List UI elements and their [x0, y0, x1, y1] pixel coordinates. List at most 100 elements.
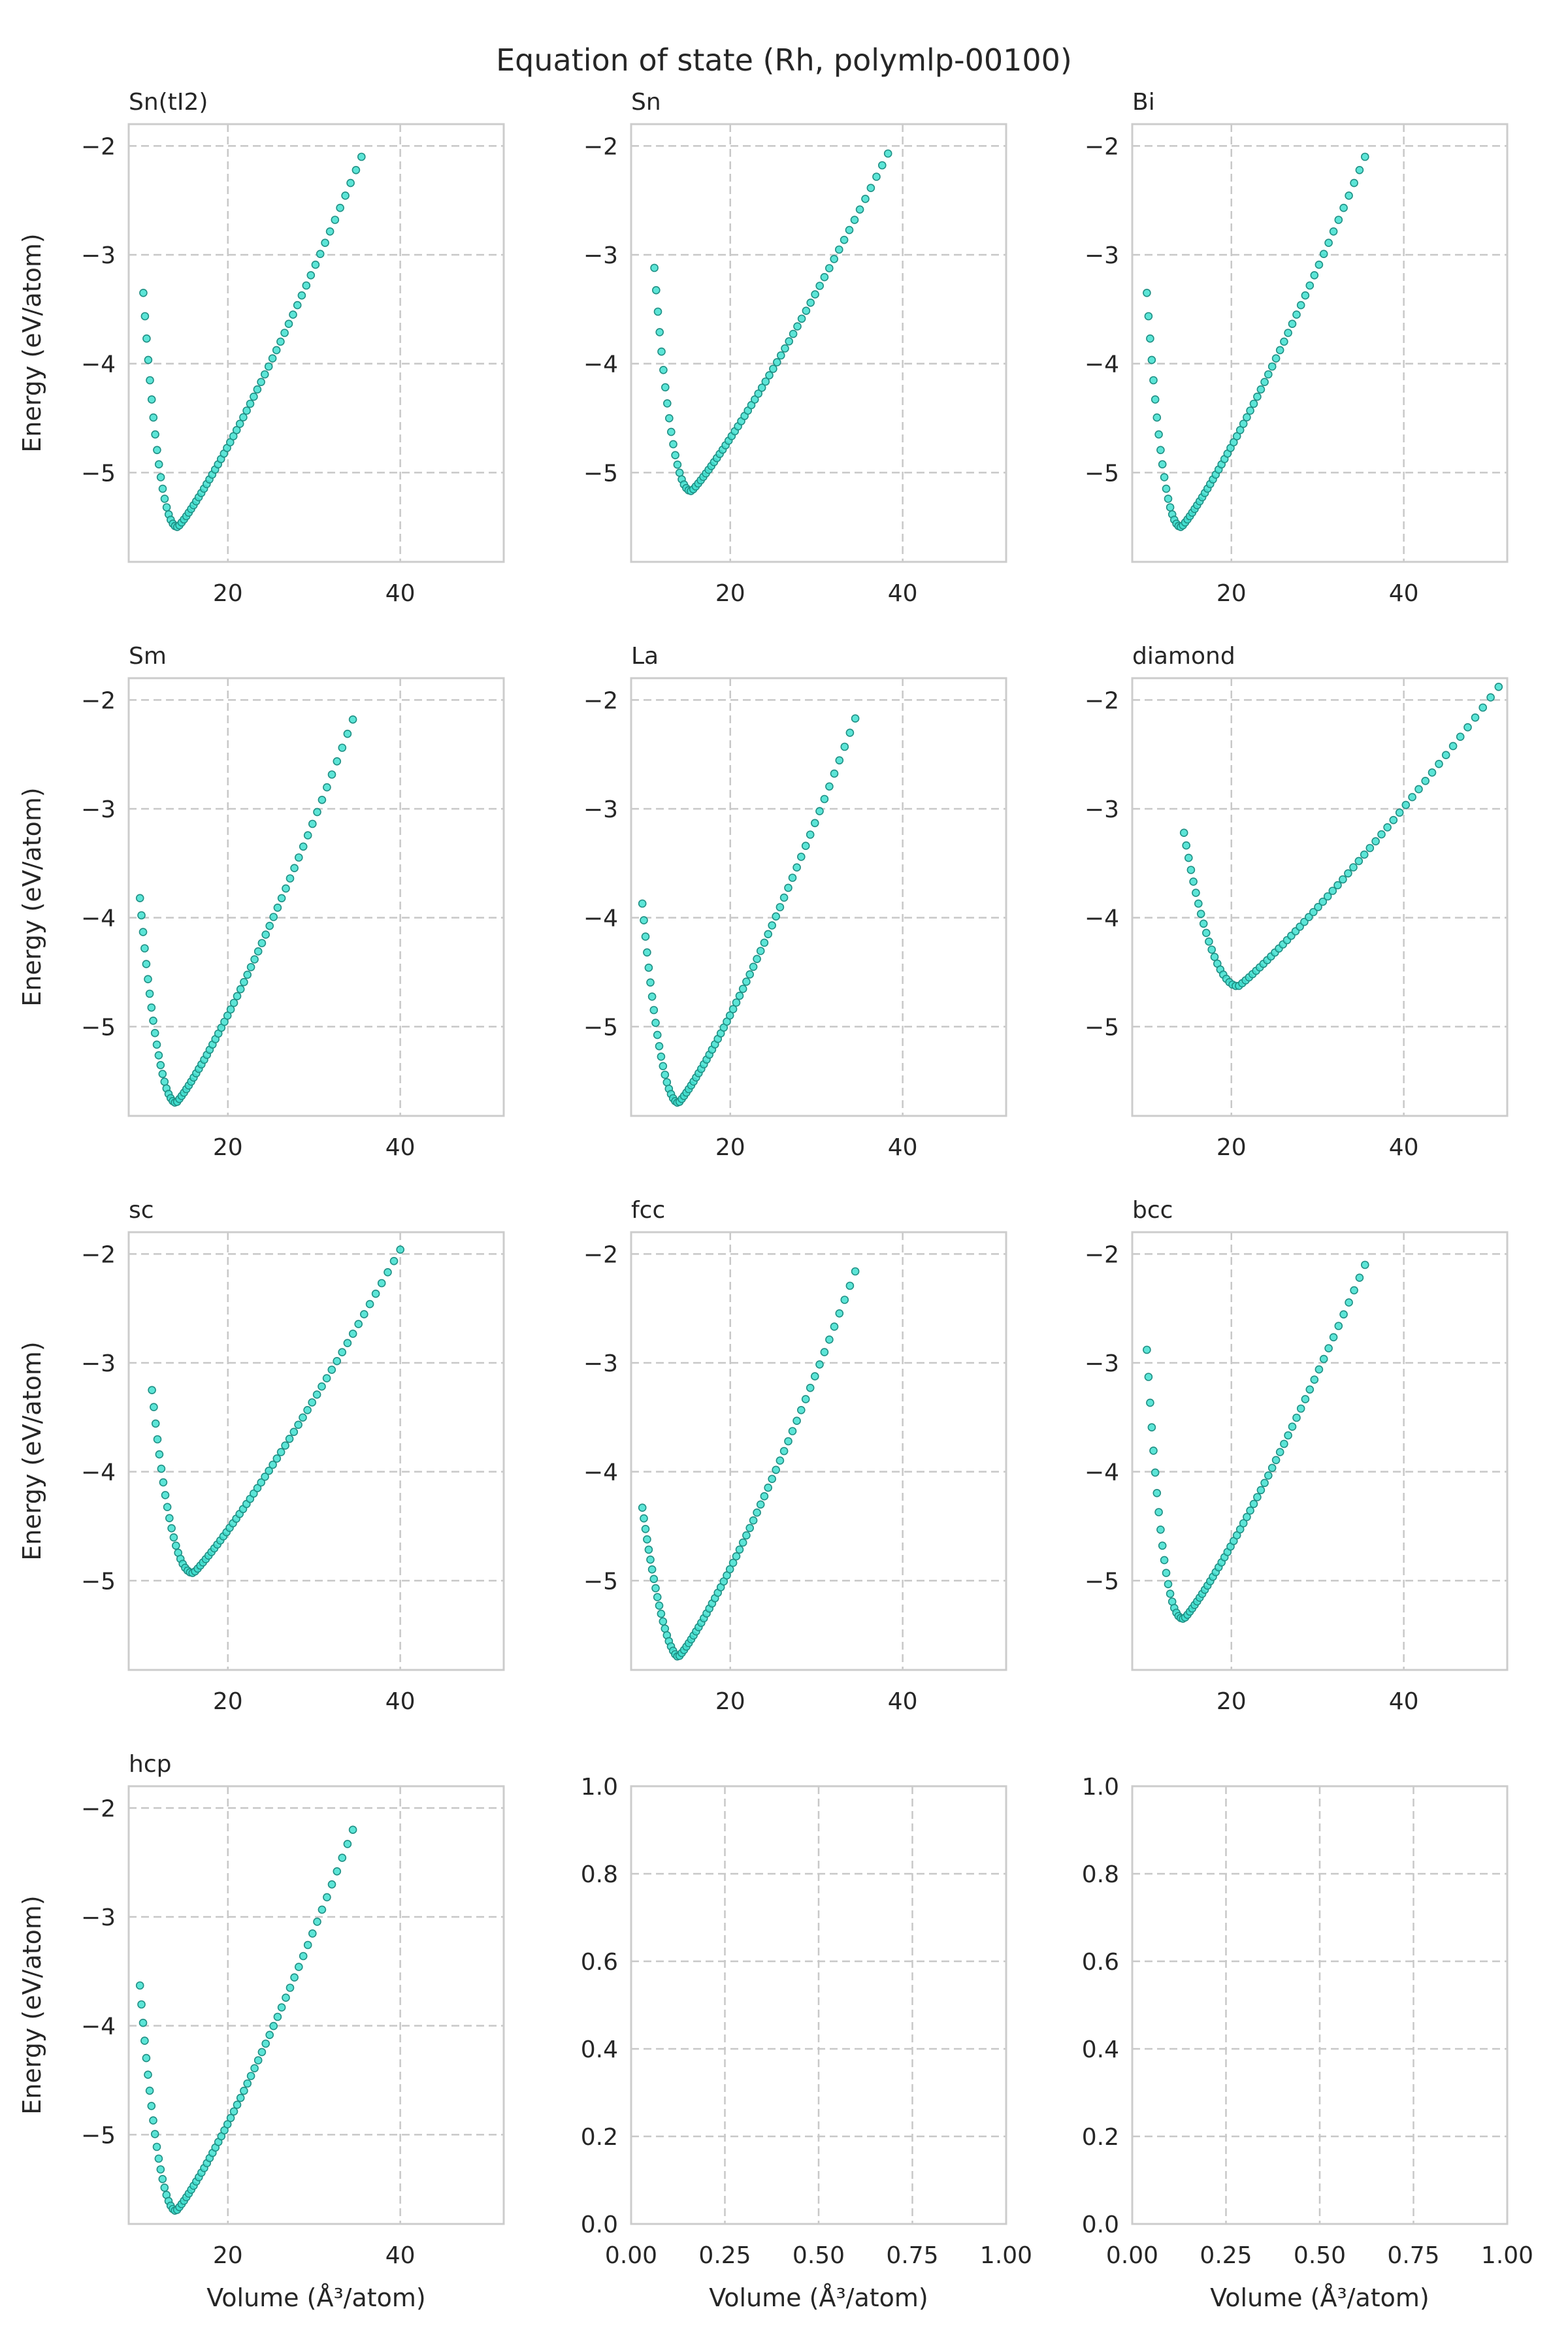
data-point: [157, 1464, 166, 1473]
data-point: [290, 864, 299, 872]
data-point: [1280, 337, 1288, 346]
data-point: [229, 998, 238, 1007]
data-point: [830, 255, 838, 263]
data-point: [647, 1565, 657, 1574]
data-point: [338, 1854, 347, 1862]
data-point: [140, 2036, 149, 2045]
x-tick-label: 0.50: [1294, 2242, 1346, 2269]
data-point: [878, 161, 887, 170]
data-point: [1361, 1260, 1369, 1269]
data-point: [351, 165, 361, 174]
data-point: [820, 794, 829, 804]
data-point: [661, 1070, 670, 1079]
y-tick-label: 0.0: [1082, 2212, 1119, 2238]
data-point: [811, 819, 819, 828]
data-point: [239, 413, 248, 422]
data-point: [273, 904, 282, 912]
data-point: [284, 319, 293, 329]
data-point: [1377, 830, 1386, 839]
plot-area: [630, 677, 1007, 1117]
data-point: [784, 883, 792, 892]
data-point: [1305, 1385, 1315, 1394]
data-point: [732, 1552, 741, 1561]
data-point: [257, 939, 267, 947]
data-point: [1284, 1431, 1292, 1440]
data-point: [764, 930, 772, 939]
data-point: [1156, 446, 1165, 455]
y-tick-label: −2: [1085, 133, 1119, 160]
data-point: [289, 310, 297, 319]
data-point: [779, 1446, 789, 1456]
data-point: [272, 1454, 282, 1463]
data-point: [1288, 1422, 1297, 1431]
data-point: [149, 413, 158, 422]
data-point: [159, 1478, 168, 1487]
data-point: [742, 977, 751, 986]
y-tick-label: 0.2: [1082, 2124, 1119, 2151]
data-point: [160, 495, 169, 503]
data-point: [302, 281, 311, 290]
data-point: [646, 978, 655, 987]
y-tick-label: −5: [1085, 1014, 1119, 1041]
data-point: [1249, 399, 1258, 408]
data-point: [797, 314, 806, 323]
data-point: [153, 446, 161, 455]
data-point: [1271, 354, 1281, 363]
data-point: [299, 842, 308, 851]
data-point: [1246, 1506, 1254, 1515]
data-point: [261, 1473, 269, 1481]
data-point: [290, 1973, 299, 1982]
data-point: [753, 1508, 761, 1517]
data-point: [659, 365, 668, 374]
data-point: [285, 1435, 294, 1443]
data-point: [242, 406, 251, 415]
y-tick-label: −5: [583, 1568, 618, 1595]
y-tick-label: −2: [81, 133, 116, 160]
data-point: [151, 1419, 160, 1428]
data-point: [655, 328, 664, 336]
data-point: [638, 1503, 647, 1512]
data-point: [1243, 413, 1251, 422]
data-point: [1315, 260, 1324, 269]
data-point: [246, 963, 255, 972]
x-tick-label: 1.00: [980, 2242, 1032, 2269]
data-point: [738, 985, 747, 993]
panel-title: Sm: [129, 643, 167, 670]
data-point: [273, 2012, 282, 2021]
data-point: [1271, 1456, 1281, 1465]
x-tick-label: 40: [385, 2242, 416, 2269]
data-point: [806, 1384, 815, 1392]
data-series: [1179, 683, 1503, 990]
data-point: [1264, 1471, 1273, 1480]
x-tick-label: 20: [213, 1134, 243, 1161]
data-point: [1310, 1375, 1319, 1384]
data-point: [735, 1545, 744, 1554]
data-point: [1301, 1395, 1310, 1403]
data-point: [671, 451, 679, 460]
data-point: [883, 149, 892, 158]
data-point: [313, 808, 321, 817]
y-tick-label: −4: [1085, 351, 1119, 378]
data-point: [142, 334, 151, 343]
data-point: [151, 430, 159, 439]
panel-bi: 20 40 −5 −4 −3 −2 Bi: [1085, 89, 1509, 607]
data-point: [156, 2165, 165, 2174]
data-point: [845, 728, 855, 737]
data-point: [323, 783, 331, 792]
data-point: [1154, 1508, 1163, 1516]
plot-border: [127, 1231, 505, 1671]
y-tick-label: −2: [1085, 1241, 1119, 1268]
y-tick-label: −5: [583, 460, 618, 487]
panel-title: Bi: [1132, 89, 1155, 116]
x-axis-label: Volume (Å³/atom): [709, 2283, 928, 2312]
data-point: [1156, 1526, 1165, 1534]
data-point: [1301, 291, 1310, 300]
panel-title: hcp: [129, 1751, 171, 1778]
data-point: [146, 376, 154, 385]
data-point: [840, 1296, 849, 1304]
data-point: [797, 1406, 806, 1414]
data-point: [1146, 334, 1154, 343]
data-point: [148, 1386, 156, 1394]
data-point: [156, 1061, 165, 1070]
y-tick-label: 0.4: [1082, 2036, 1119, 2063]
